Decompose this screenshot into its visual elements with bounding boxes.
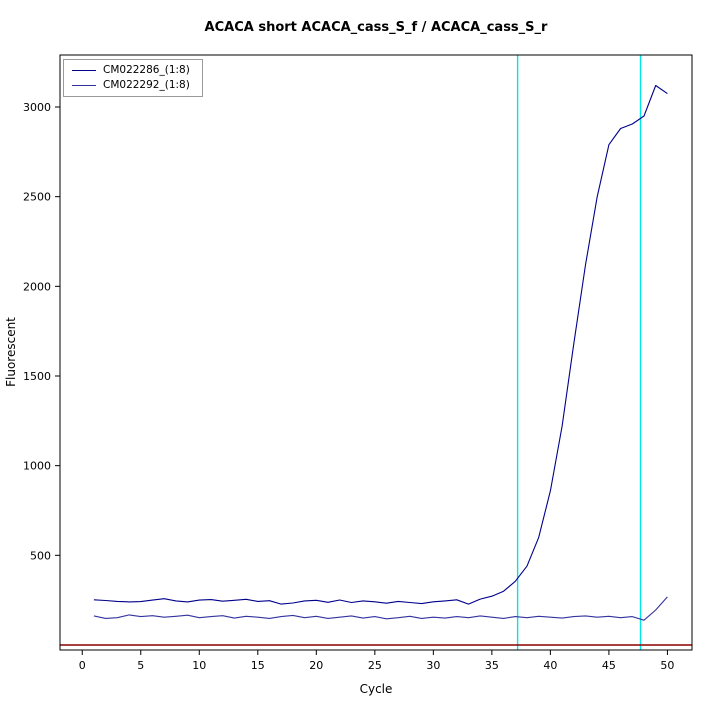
svg-text:25: 25	[368, 659, 382, 672]
y-axis-label: Fluorescent	[4, 317, 18, 387]
legend: CM022286_(1:8) CM022292_(1:8)	[63, 59, 203, 97]
svg-text:10: 10	[192, 659, 206, 672]
svg-text:500: 500	[30, 549, 51, 562]
svg-text:2000: 2000	[23, 280, 51, 293]
svg-text:50: 50	[660, 659, 674, 672]
svg-text:2500: 2500	[23, 191, 51, 204]
svg-text:5: 5	[137, 659, 144, 672]
svg-text:30: 30	[426, 659, 440, 672]
svg-text:35: 35	[485, 659, 499, 672]
chart-title: ACACA short ACACA_cass_S_f / ACACA_cass_…	[205, 20, 548, 35]
svg-text:0: 0	[79, 659, 86, 672]
svg-text:15: 15	[251, 659, 265, 672]
legend-label: CM022286_(1:8)	[103, 64, 190, 76]
legend-line-swatch	[72, 70, 96, 71]
legend-line-swatch	[72, 85, 96, 86]
x-axis-label: Cycle	[360, 682, 393, 696]
svg-text:1000: 1000	[23, 460, 51, 473]
svg-text:40: 40	[543, 659, 557, 672]
svg-text:20: 20	[309, 659, 323, 672]
svg-text:1500: 1500	[23, 370, 51, 383]
legend-label: CM022292_(1:8)	[103, 79, 190, 91]
plot-area: 0 5 10 15 20 25 30 35 40 45 50 500 1000 1500 2000 2500 3…	[23, 54, 693, 672]
svg-text:45: 45	[602, 659, 616, 672]
legend-item: CM022292_(1:8)	[72, 79, 190, 92]
svg-text:3000: 3000	[23, 101, 51, 114]
legend-item: CM022286_(1:8)	[72, 64, 190, 77]
